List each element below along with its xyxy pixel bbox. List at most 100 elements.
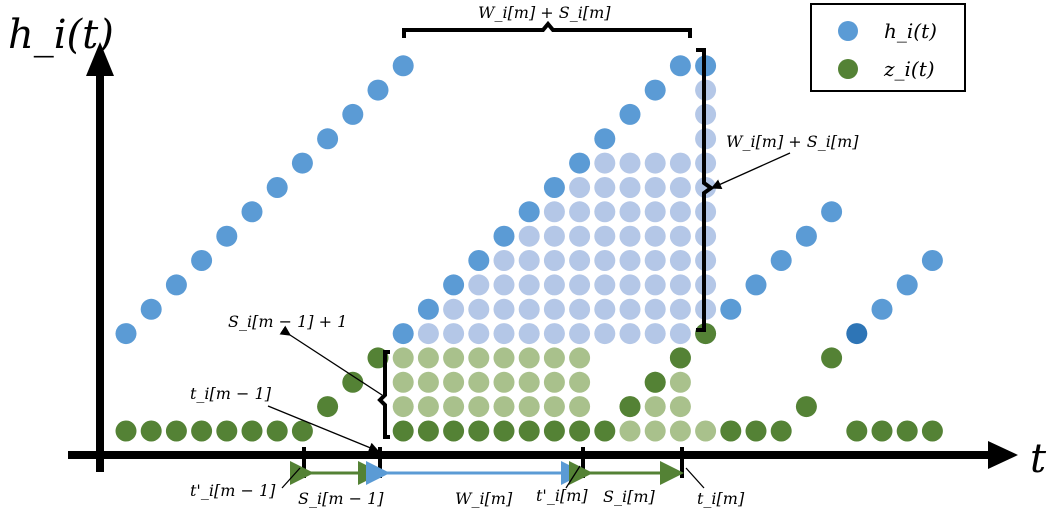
shaded-dot (468, 371, 490, 393)
z-dot (795, 396, 817, 418)
h-dot (443, 274, 465, 296)
shaded-dot (695, 420, 717, 442)
shaded-dot (518, 323, 540, 345)
x-axis-arrowhead (988, 441, 1018, 469)
h-dot (846, 323, 868, 345)
shaded-dot (518, 250, 540, 271)
shaded-dot (669, 225, 691, 247)
z-dot (266, 420, 288, 442)
shaded-dot (594, 298, 616, 320)
z-dot (770, 420, 792, 442)
h-dot (720, 298, 742, 320)
label-s-interval: S_i[m] (603, 487, 655, 506)
shaded-dot (669, 152, 691, 174)
legend-h-label: h_i(t) (884, 19, 937, 43)
z-dot (669, 347, 691, 369)
shaded-dot (569, 250, 591, 271)
pointer-tprime-prev (281, 467, 301, 489)
h-dot (770, 250, 792, 271)
h-dot (392, 55, 414, 77)
shaded-dot (468, 298, 490, 320)
shaded-dot (644, 201, 666, 223)
shaded-dot (443, 347, 465, 369)
h-dot (795, 225, 817, 247)
z-dot (644, 371, 666, 393)
h-dot (518, 201, 540, 223)
h-dot (745, 274, 767, 296)
t-prev-pointer (267, 405, 380, 453)
shaded-dot (493, 298, 515, 320)
z-dot (921, 420, 943, 442)
shaded-dot (468, 347, 490, 369)
shaded-dot (669, 396, 691, 418)
shaded-dot (619, 201, 641, 223)
shaded-dot (644, 396, 666, 418)
shaded-dot (443, 298, 465, 320)
s-prev-plus-one-pointer (279, 325, 383, 396)
shaded-dot (493, 347, 515, 369)
h-dot (493, 225, 515, 247)
z-dot (896, 420, 918, 442)
shaded-dot (518, 298, 540, 320)
shaded-dot (417, 371, 439, 393)
legend-z-label: z_i(t) (883, 57, 935, 81)
shaded-dot (493, 323, 515, 345)
shaded-dot (518, 225, 540, 247)
shaded-dot (594, 152, 616, 174)
shaded-dot (619, 225, 641, 247)
shaded-dot (417, 347, 439, 369)
shaded-dot (569, 323, 591, 345)
shaded-dot (417, 396, 439, 418)
shaded-dot (493, 371, 515, 393)
shaded-dot (569, 396, 591, 418)
label-tprime-prev: t'_i[m − 1] (190, 481, 276, 500)
h-dot (921, 250, 943, 271)
h-dot (669, 55, 691, 77)
z-dot (417, 420, 439, 442)
shaded-dot (619, 177, 641, 198)
z-dot (191, 420, 213, 442)
z-dot (846, 420, 868, 442)
shaded-dot (417, 323, 439, 345)
z-dot (619, 396, 641, 418)
h-dot (896, 274, 918, 296)
shaded-dot (669, 250, 691, 271)
shaded-dot (644, 274, 666, 296)
z-dot (342, 371, 364, 393)
shaded-dot (518, 371, 540, 393)
shaded-dot (669, 323, 691, 345)
shaded-dot (644, 298, 666, 320)
h-dot (417, 298, 439, 320)
shaded-dot (619, 298, 641, 320)
shaded-dot (543, 396, 565, 418)
z-dot (140, 420, 162, 442)
z-dot (821, 347, 843, 369)
h-dot (266, 177, 288, 198)
z-dot (216, 420, 238, 442)
shaded-dot (569, 177, 591, 198)
y-axis-arrowhead (86, 42, 114, 76)
h-dot (594, 128, 616, 150)
left-brace (377, 350, 390, 439)
shaded-dot (443, 371, 465, 393)
h-dot (367, 79, 389, 101)
shaded-dot (543, 250, 565, 271)
z-dot (392, 420, 414, 442)
right-brace-label: W_i[m] + S_i[m] (726, 132, 859, 151)
top-brace-label: W_i[m] + S_i[m] (478, 3, 611, 22)
shaded-dot (543, 225, 565, 247)
h-dot (140, 298, 162, 320)
shaded-dot (594, 274, 616, 296)
shaded-dot (569, 201, 591, 223)
z-dot (317, 396, 339, 418)
h-dot (871, 298, 893, 320)
top-brace (402, 20, 692, 38)
h-dot (569, 152, 591, 174)
shaded-dot (594, 201, 616, 223)
z-dot (594, 420, 616, 442)
shaded-dot (493, 274, 515, 296)
shaded-dot (468, 274, 490, 296)
shaded-dot (392, 396, 414, 418)
h-dot (644, 79, 666, 101)
